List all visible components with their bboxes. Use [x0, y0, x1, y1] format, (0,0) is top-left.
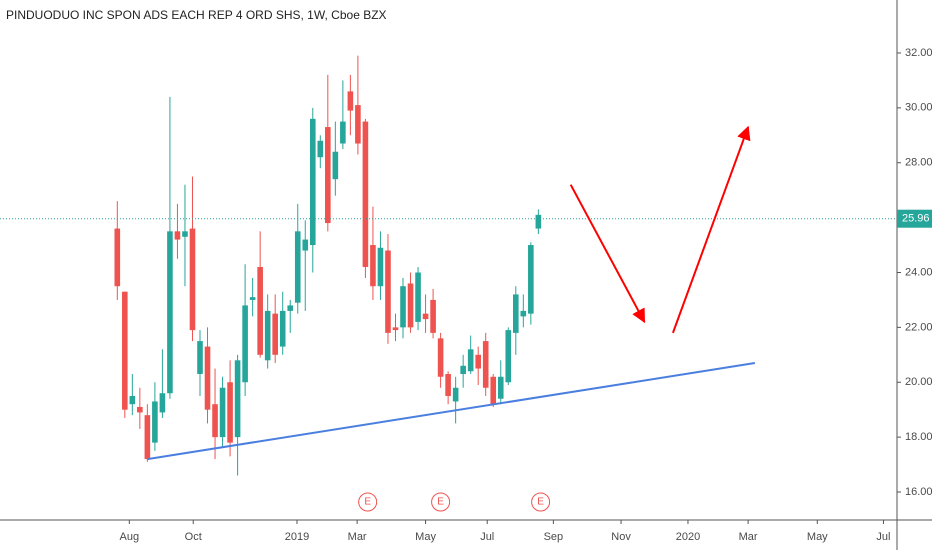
- candle-body: [437, 338, 444, 377]
- earnings-marker: [531, 492, 551, 512]
- candle-body: [197, 341, 203, 375]
- candle-body: [482, 341, 489, 388]
- candle-body: [302, 239, 309, 251]
- candle-body: [467, 349, 474, 372]
- x-tick-label: May: [415, 531, 436, 543]
- candle-body: [122, 291, 128, 410]
- x-tick-label: May: [807, 531, 828, 543]
- candle-body: [415, 272, 421, 322]
- earnings-marker: [431, 492, 451, 512]
- chart-title: PINDUODUO INC SPON ADS EACH REP 4 ORD SH…: [6, 8, 387, 22]
- candle-body: [347, 91, 354, 111]
- candle-body: [452, 387, 459, 402]
- earnings-label: E: [364, 497, 371, 508]
- candle-body: [385, 250, 391, 333]
- earnings-label: E: [437, 497, 444, 508]
- y-tick-label: 20.00: [905, 376, 932, 388]
- candle-body: [152, 401, 158, 443]
- x-tick-label: Jul: [876, 531, 890, 543]
- last-price-label: 25.96: [902, 213, 930, 225]
- x-tick-label: Jul: [480, 531, 494, 543]
- candle-body: [445, 374, 451, 396]
- candle-body: [294, 231, 301, 303]
- candle-body: [249, 297, 256, 300]
- candle-body: [535, 214, 542, 229]
- candle-body: [392, 327, 399, 331]
- x-tick-label: Mar: [739, 531, 758, 543]
- candle-body: [370, 245, 376, 287]
- candle-body: [332, 151, 339, 180]
- candle-body: [407, 283, 414, 328]
- candle-body: [257, 266, 263, 355]
- candle-body: [174, 231, 181, 240]
- x-tick-label: Nov: [611, 531, 631, 543]
- candle-body: [325, 127, 331, 224]
- candle-body: [129, 395, 136, 405]
- y-tick-label: 18.00: [905, 431, 932, 443]
- x-tick-label: Aug: [120, 531, 140, 543]
- y-tick-label: 28.00: [905, 157, 932, 169]
- candle-body: [460, 365, 466, 375]
- candle-body: [227, 382, 233, 443]
- candle-body: [204, 346, 211, 410]
- candle-body: [279, 310, 286, 347]
- candle-body: [264, 310, 271, 361]
- x-tick-label: Oct: [185, 531, 202, 543]
- candle-body: [272, 313, 278, 355]
- candle-body: [212, 404, 218, 438]
- candle-body: [317, 140, 324, 158]
- candle-body: [309, 118, 316, 246]
- candle-body: [189, 228, 196, 331]
- candle-body: [512, 294, 519, 333]
- candle-body: [497, 376, 504, 399]
- candle-body: [287, 305, 294, 311]
- candle-body: [242, 305, 248, 383]
- earnings-label: E: [537, 497, 544, 508]
- candle-body: [355, 105, 361, 144]
- candle-body: [167, 231, 173, 394]
- candle-body: [114, 228, 121, 287]
- candle-body: [182, 231, 188, 237]
- candle-body: [520, 310, 527, 317]
- candle-body: [400, 286, 406, 328]
- candle-body: [490, 376, 497, 405]
- x-tick-label: Mar: [348, 531, 367, 543]
- y-tick-label: 32.00: [905, 47, 932, 59]
- candle-body: [430, 299, 436, 333]
- arrow: [569, 184, 646, 324]
- candle-body: [505, 330, 512, 383]
- x-tick-label: 2020: [676, 531, 700, 543]
- arrow: [671, 125, 751, 334]
- candle-body: [137, 406, 143, 413]
- y-tick-label: 22.00: [905, 321, 932, 333]
- candle-body: [362, 121, 369, 267]
- candle-body: [377, 247, 384, 287]
- trend-line: [147, 362, 756, 461]
- x-tick-label: 2019: [285, 531, 309, 543]
- candle-body: [234, 360, 241, 438]
- x-tick-label: Sep: [544, 531, 564, 543]
- y-tick-label: 30.00: [905, 102, 932, 114]
- candle-body: [159, 393, 166, 413]
- y-tick-label: 16.00: [905, 486, 932, 498]
- y-tick-label: 24.00: [905, 266, 932, 278]
- candle-body: [144, 415, 151, 460]
- candle-body: [528, 245, 534, 314]
- candle-body: [475, 354, 481, 369]
- last-price-box: [897, 209, 932, 228]
- candle-body: [219, 387, 226, 438]
- candle-body: [422, 313, 429, 320]
- earnings-marker: [358, 492, 378, 512]
- candle-body: [340, 121, 346, 144]
